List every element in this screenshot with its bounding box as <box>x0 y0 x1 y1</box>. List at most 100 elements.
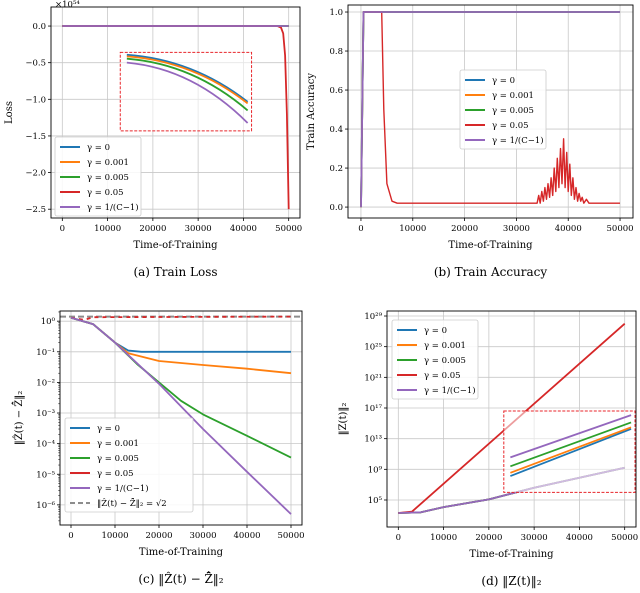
y-tick-label: 10⁻⁶ <box>36 501 55 511</box>
y-tick-label: −0.5 <box>25 59 46 69</box>
plot-area <box>360 11 620 208</box>
x-axis-label: Time-of-Training <box>139 547 224 558</box>
axes-frame <box>50 6 301 219</box>
axes-frame <box>386 310 637 528</box>
x-tick-label: 20000 <box>139 224 166 234</box>
series-line-3 <box>70 315 292 321</box>
y-tick-label: 1.0 <box>329 8 343 18</box>
x-tick-label: 50000 <box>607 224 634 234</box>
inset-series-line-3 <box>510 414 632 459</box>
legend: γ = 0 γ = 0.001 γ = 0.005 γ = 0.05 γ = 1/(C−… <box>459 69 547 150</box>
y-offset-label: ×10⁵⁴ <box>55 0 80 10</box>
x-tick-label: 10000 <box>430 533 457 543</box>
inset-series-line-2 <box>126 57 249 112</box>
legend-label: γ = 0.001 <box>492 91 534 101</box>
x-tick-label: 20000 <box>451 224 478 234</box>
legend-label: ‖Ẑ(t) − Z̄̂‖₂ = √2 <box>97 496 167 509</box>
x-tick-label: 50000 <box>277 531 304 541</box>
legend-label: γ = 1/(C−1) <box>87 202 139 213</box>
panel-a: 0 10000 20000 30000 40000 50000 0.0 −0.5 −1.0 −1.… <box>4 0 302 279</box>
y-tick-label: 10¹⁷ <box>364 404 382 414</box>
plot-area <box>60 315 302 515</box>
legend-label: γ = 1/(C−1) <box>424 385 476 396</box>
legend-label: γ = 0 <box>87 143 110 153</box>
x-tick-label: 40000 <box>230 224 257 234</box>
x-tick-label: 0 <box>68 531 73 541</box>
legend-label: γ = 0.001 <box>97 439 139 449</box>
inset-series-line-3 <box>126 61 249 124</box>
y-tick-label: 0.6 <box>329 86 343 96</box>
x-tick-label: 40000 <box>233 531 260 541</box>
x-tick-label: 50000 <box>611 533 638 543</box>
legend-label: γ = 0 <box>97 424 120 434</box>
legend-label: γ = 0.05 <box>424 371 461 381</box>
legend-label: γ = 0 <box>492 76 515 86</box>
series-line-4 <box>70 316 292 515</box>
subplot-caption: (d) ‖Z(t)‖₂ <box>481 574 541 588</box>
y-axis-label: ‖Ẑ(t) − Z̄̂‖₂ <box>12 391 25 445</box>
subplot-caption: (b) Train Accuracy <box>434 265 548 279</box>
subplot-caption: (c) ‖Ẑ(t) − Z̄̂‖₂ <box>138 570 223 586</box>
y-tick-label: −2.5 <box>25 205 46 215</box>
y-tick-label: 10²¹ <box>364 373 382 383</box>
legend-label: γ = 1/(C−1) <box>97 483 149 494</box>
plot-area <box>62 25 290 210</box>
x-axis-label: Time-of-Training <box>133 240 218 251</box>
legend-label: γ = 0.05 <box>87 188 124 198</box>
panel-d: 0 10000 20000 30000 40000 50000 10⁵ 10⁹ 10¹³ 10¹⁷… <box>338 310 638 588</box>
y-axis-label: Loss <box>4 101 15 124</box>
inset-series-line-0 <box>510 428 632 477</box>
y-tick-label: 10²⁹ <box>364 312 382 322</box>
x-axis-label: Time-of-Training <box>448 240 533 251</box>
y-tick-label: 10⁻² <box>36 378 55 388</box>
legend-label: γ = 0.005 <box>87 173 129 183</box>
y-tick-label: −2.0 <box>25 169 46 179</box>
series-line-0 <box>70 316 291 353</box>
legend-label: γ = 0.005 <box>424 356 466 366</box>
panel-c: 0 10000 20000 30000 40000 50000 10⁰ 10⁻¹ 10⁻² 10⁻… <box>12 310 305 586</box>
legend-label: γ = 0.001 <box>424 341 466 351</box>
y-tick-label: 0.4 <box>329 125 343 135</box>
y-tick-label: 10⁹ <box>368 465 383 475</box>
x-tick-label: 30000 <box>503 224 530 234</box>
y-axis-label: Train Accuracy <box>306 73 317 150</box>
x-tick-label: 10000 <box>101 531 128 541</box>
y-tick-label: −1.0 <box>25 95 46 105</box>
legend-box <box>64 417 194 513</box>
subplot-caption: (a) Train Loss <box>133 265 217 279</box>
x-tick-label: 0 <box>60 224 65 234</box>
x-tick-label: 30000 <box>521 533 548 543</box>
y-axis-label: ‖Z(t)‖₂ <box>338 403 349 436</box>
y-tick-label: 10²⁵ <box>364 343 382 353</box>
x-tick-label: 20000 <box>145 531 172 541</box>
y-tick-label: −1.5 <box>25 132 46 142</box>
y-tick-label: 10¹³ <box>364 435 382 445</box>
x-axis-label: Time-of-Training <box>469 549 554 560</box>
y-tick-label: 0.2 <box>329 164 343 174</box>
inset-series-line-0 <box>126 53 249 103</box>
y-tick-label: 10⁰ <box>41 317 56 327</box>
legend-box <box>459 69 547 150</box>
x-tick-label: 10000 <box>94 224 121 234</box>
legend: γ = 0 γ = 0.001 γ = 0.005 γ = 0.05 γ = 1/(C−… <box>54 136 142 217</box>
series-line-1 <box>70 316 292 375</box>
axes-frame <box>347 4 634 219</box>
zoom-inset-box <box>503 410 636 493</box>
legend-label: γ = 0.05 <box>492 121 529 131</box>
legend-box <box>54 136 142 217</box>
x-tick-label: 0 <box>358 224 363 234</box>
x-tick-label: 50000 <box>275 224 302 234</box>
axes-frame <box>59 310 303 526</box>
legend-box <box>391 319 479 400</box>
x-tick-label: 20000 <box>475 533 502 543</box>
x-tick-label: 40000 <box>566 533 593 543</box>
y-tick-label: 10⁻⁵ <box>36 470 55 480</box>
y-tick-label: 10⁵ <box>368 496 383 506</box>
y-tick-label: 0.8 <box>329 47 343 57</box>
inset-series-line-2 <box>510 421 632 468</box>
legend-label: γ = 1/(C−1) <box>492 135 544 146</box>
y-tick-label: 10⁻³ <box>36 409 55 419</box>
series-line-3 <box>360 11 620 208</box>
x-tick-label: 30000 <box>189 531 216 541</box>
